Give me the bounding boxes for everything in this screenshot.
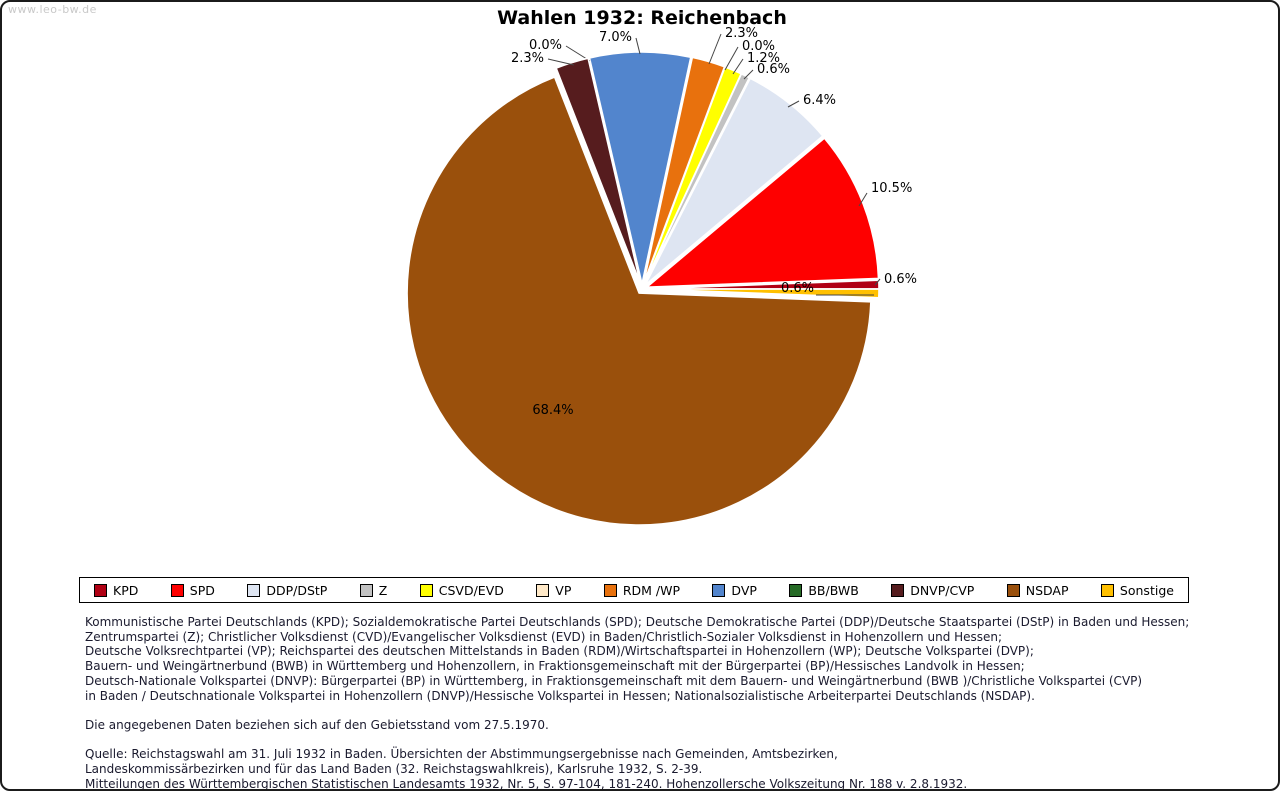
label-leader-line-vp: [724, 46, 739, 71]
legend-swatch-spd: [170, 583, 184, 597]
territorial-note: Die angegebenen Daten beziehen sich auf …: [85, 718, 1238, 733]
note-line: Deutsch-Nationale Volkspartei (DNVP): Bü…: [85, 673, 1143, 688]
legend-swatch-nsdap: [1006, 583, 1020, 597]
note-line: Bauern- und Weingärtnerbund (BWB) in Wür…: [85, 659, 1025, 674]
legend-item-sonstige: Sonstige: [1100, 582, 1174, 598]
legend-swatch-sonstige: [1100, 583, 1114, 597]
chart-title: Wahlen 1932: Reichenbach: [497, 7, 787, 29]
label-leader-line-ddp-dstp: [787, 100, 800, 108]
note-line: Die angegebenen Daten beziehen sich auf …: [85, 717, 549, 732]
legend-label-csvd-evd: CSVD/EVD: [438, 582, 504, 598]
legend-label-spd: SPD: [189, 582, 215, 598]
label-leader-line-csvd-evd: [732, 58, 744, 75]
label-leader-line-rdm-wp: [708, 33, 722, 65]
pie-slice-nsdap: [406, 76, 872, 526]
pie-label-bb-bwb: 0.0%: [529, 38, 562, 53]
label-leader-line-dnvp-cvp: [547, 58, 575, 66]
pie-slice-rdm-wp: [642, 56, 726, 285]
pie-slice-dnvp-cvp: [555, 57, 642, 285]
legend-label-dvp: DVP: [731, 582, 757, 598]
legend-label-rdm-wp: RDM /WP: [622, 582, 680, 598]
legend-label-dnvp-cvp: DNVP/CVP: [910, 582, 975, 598]
legend-swatch-csvd-evd: [419, 583, 433, 597]
legend-item-ddp-dstp: DDP/DStP: [247, 583, 327, 598]
legend-label-nsdap: NSDAP: [1025, 582, 1069, 598]
legend-label-kpd: KPD: [113, 582, 139, 598]
legend-swatch-dvp: [712, 583, 726, 597]
pie-label-dvp: 7.0%: [599, 30, 632, 45]
pie-slice-ddp-dstp: [644, 77, 824, 286]
legend-label-vp: VP: [555, 582, 572, 598]
legend-item-nsdap: NSDAP: [1006, 582, 1069, 598]
legend-swatch-kpd: [94, 583, 107, 597]
legend-item-csvd-evd: CSVD/EVD: [419, 582, 504, 598]
label-leader-line-z: [743, 69, 754, 80]
legend-swatch-rdm-wp: [603, 583, 617, 597]
legend-label-bb-bwb: BB/BWB: [808, 582, 859, 598]
pie-label-z: 0.6%: [757, 62, 790, 77]
legend-item-rdm-wp: RDM /WP: [603, 582, 680, 598]
legend-item-z: Z: [359, 582, 388, 598]
legend-item-dnvp-cvp: DNVP/CVP: [891, 583, 974, 598]
pie-slice-sonstige: [646, 288, 880, 299]
label-leader-line-kpd: [874, 278, 881, 286]
pie-label-kpd: 0.6%: [884, 272, 917, 287]
note-line: in Baden / Deutschnationale Volkspartei …: [85, 688, 1035, 703]
legend-swatch-vp: [536, 583, 550, 597]
note-line: Mitteilungen des Württembergischen Stati…: [85, 776, 968, 791]
legend-label-sonstige: Sonstige: [1119, 582, 1174, 598]
pie-label-rdm-wp: 2.3%: [725, 26, 758, 41]
pie-label-vp: 0.0%: [742, 39, 775, 54]
note-line: Landeskommissärbezirken und für das Land…: [85, 762, 703, 776]
note-line: Kommunistische Partei Deutschlands (KPD)…: [85, 615, 1190, 629]
legend-label-z: Z: [378, 582, 388, 598]
note-line: Zentrumspartei (Z); Christlicher Volksdi…: [85, 629, 1003, 644]
pie-label-ddp-dstp: 6.4%: [803, 93, 836, 108]
legend-swatch-dnvp-cvp: [891, 583, 905, 597]
party-descriptions: Kommunistische Partei Deutschlands (KPD)…: [85, 615, 1238, 703]
label-leader-line-spd: [858, 192, 868, 207]
pie-slice-spd: [645, 137, 880, 288]
chart-notes: Kommunistische Partei Deutschlands (KPD)…: [85, 615, 1238, 791]
legend-swatch-bb-bwb: [789, 583, 803, 597]
pie-chart: Wahlen 1932: Reichenbach 0.6% 10.5% 6.4% 0.…: [406, 7, 917, 526]
pie-label-nsdap: 68.4%: [532, 403, 573, 418]
legend-swatch-ddp-dstp: [247, 583, 261, 597]
legend-swatch-z: [359, 583, 373, 597]
watermark: www.leo-bw.de: [8, 3, 97, 16]
pie-label-csvd-evd: 1.2%: [747, 51, 780, 66]
legend-item-kpd: KPD: [94, 583, 138, 598]
pie-label-spd: 10.5%: [871, 181, 912, 196]
label-leader-line-dvp: [635, 37, 641, 55]
legend-item-dvp: DVP: [712, 583, 757, 598]
source-citation: Quelle: Reichstagswahl am 31. Juli 1932 …: [85, 747, 1238, 791]
legend-item-bb-bwb: BB/BWB: [789, 582, 859, 598]
legend-label-ddp-dstp: DDP/DStP: [266, 582, 328, 598]
pie-label-dnvp-cvp: 2.3%: [511, 51, 544, 66]
pie-label-sonstige: 0.6%: [781, 281, 814, 296]
chart-legend: KPD SPD DDP/DStP Z CSVD/EVD VP RDM /WP DVP BB/BW…: [79, 577, 1189, 603]
note-line: Quelle: Reichstagswahl am 31. Juli 1932 …: [85, 747, 838, 762]
legend-item-vp: VP: [536, 583, 571, 598]
pie-slice-dvp: [588, 51, 692, 285]
note-line: Deutsche Volksrechtpartei (VP); Reichspa…: [85, 644, 1034, 659]
legend-item-spd: SPD: [170, 582, 215, 598]
